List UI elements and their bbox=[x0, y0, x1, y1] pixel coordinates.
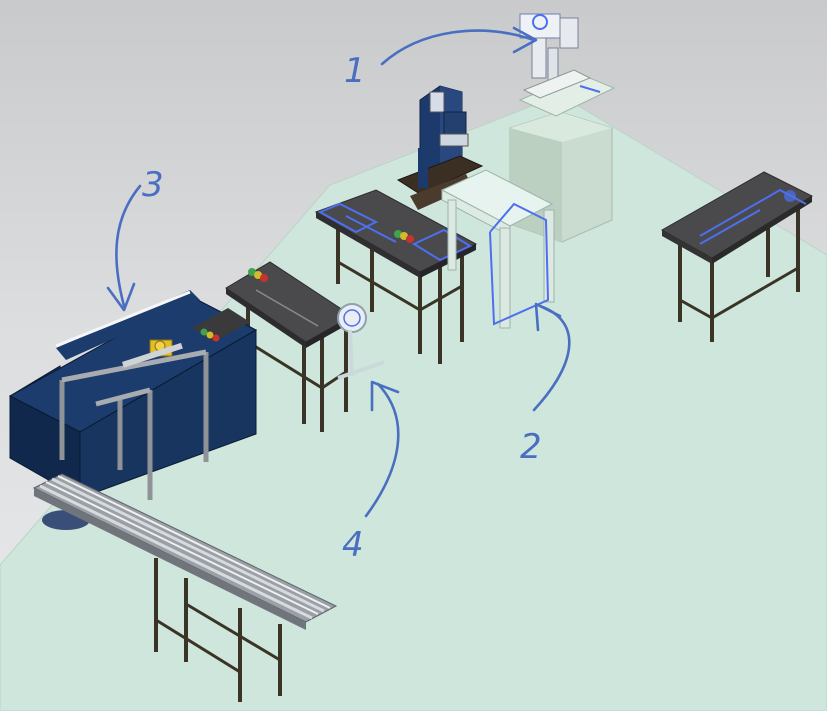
annotation-arrowhead-4 bbox=[370, 380, 400, 412]
annotation-arrow-4 bbox=[364, 382, 400, 518]
annotation-label-2: 2 bbox=[520, 427, 542, 467]
annotation-label-1: 1 bbox=[344, 51, 366, 91]
left-center-table bbox=[225, 261, 385, 432]
center-table bbox=[314, 189, 478, 364]
right-table bbox=[660, 171, 814, 342]
annotation-label-4: 4 bbox=[342, 525, 364, 565]
milling-machine bbox=[396, 85, 484, 210]
annotation-arrow-3 bbox=[115, 184, 142, 308]
annotation-arrowhead-2 bbox=[534, 302, 562, 332]
annotation-arrowhead-1 bbox=[512, 26, 538, 54]
roller-conveyor bbox=[32, 473, 338, 702]
annotation-arrow-1 bbox=[380, 29, 536, 66]
inspection-gate bbox=[440, 169, 555, 329]
annotation-label-3: 3 bbox=[142, 165, 164, 205]
annotation-arrowhead-3 bbox=[106, 282, 136, 312]
